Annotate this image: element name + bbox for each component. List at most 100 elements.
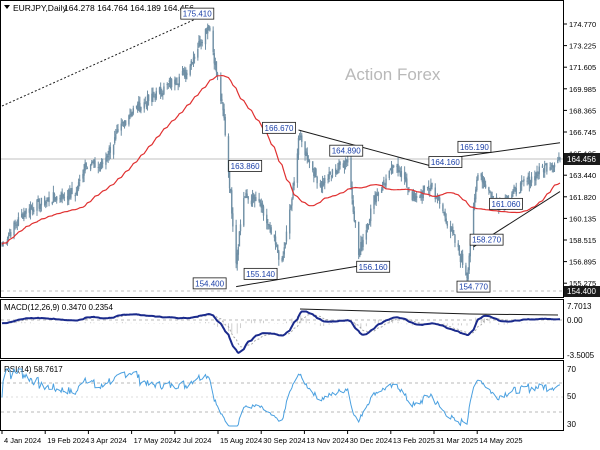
candle-body bbox=[38, 198, 40, 209]
candle-body bbox=[299, 135, 302, 138]
candle-body bbox=[552, 165, 555, 168]
candle-body bbox=[400, 171, 403, 178]
candle-body bbox=[277, 244, 279, 253]
candle-body bbox=[209, 27, 211, 31]
candle-body bbox=[39, 204, 41, 210]
candle-body bbox=[151, 93, 153, 102]
candle-body bbox=[17, 217, 20, 226]
candle-body bbox=[312, 161, 314, 171]
candle-body bbox=[174, 79, 176, 85]
candle-body bbox=[518, 192, 521, 194]
dropdown-triangle-icon[interactable] bbox=[4, 5, 10, 9]
candle-body bbox=[270, 227, 272, 235]
candle-body bbox=[472, 206, 475, 246]
trendline bbox=[0, 12, 209, 108]
candle-body bbox=[380, 189, 383, 193]
candle-body bbox=[376, 194, 378, 195]
candle-body bbox=[60, 197, 62, 201]
candle-body bbox=[338, 162, 340, 171]
candle-body bbox=[268, 224, 270, 226]
candle-body bbox=[85, 163, 87, 168]
candle-body bbox=[396, 165, 398, 167]
candle-body bbox=[559, 157, 561, 159]
candle-body bbox=[52, 192, 55, 203]
candle-body bbox=[28, 208, 31, 213]
candle-body bbox=[482, 180, 485, 184]
candle-body bbox=[275, 245, 278, 247]
candle-body bbox=[13, 222, 15, 236]
candle-body bbox=[274, 236, 277, 245]
candle-body bbox=[100, 161, 103, 169]
candle-body bbox=[368, 219, 371, 224]
annotation-label: 155.140 bbox=[246, 270, 275, 279]
candle-body bbox=[377, 192, 380, 196]
candle-body bbox=[237, 247, 240, 255]
candle-body bbox=[25, 208, 27, 214]
candle-body bbox=[267, 223, 269, 225]
rsi-pane-frame bbox=[0, 360, 564, 431]
candle-body bbox=[527, 175, 529, 179]
candle-body bbox=[199, 40, 201, 47]
candle-body bbox=[132, 108, 134, 114]
candle-body bbox=[78, 179, 81, 181]
candle-body bbox=[40, 197, 43, 206]
candle-body bbox=[153, 96, 155, 98]
candle-body bbox=[558, 158, 560, 160]
candle-body bbox=[329, 171, 331, 175]
candle-body bbox=[223, 108, 225, 119]
candle-body bbox=[491, 196, 493, 198]
candle-body bbox=[37, 199, 39, 201]
macd-tick-zero: 0.00 bbox=[567, 316, 583, 325]
candle-body bbox=[106, 156, 108, 158]
candle-body bbox=[281, 258, 283, 262]
candle-body bbox=[515, 187, 517, 195]
candle-body bbox=[186, 73, 188, 76]
candle-body bbox=[511, 194, 513, 200]
candle-body bbox=[168, 80, 171, 82]
candle-body bbox=[297, 137, 300, 155]
candle-body bbox=[84, 162, 86, 171]
candle-body bbox=[140, 107, 142, 111]
annotation-label: 158.270 bbox=[472, 236, 501, 245]
candle-body bbox=[189, 65, 191, 75]
candle-body bbox=[361, 241, 363, 248]
annotation-box bbox=[243, 267, 278, 280]
candle-body bbox=[331, 169, 334, 178]
candle-body bbox=[530, 176, 533, 183]
candle-body bbox=[83, 169, 85, 176]
candle-body bbox=[182, 69, 185, 72]
candle-body bbox=[109, 146, 112, 153]
candle-body bbox=[414, 196, 417, 200]
candle-body bbox=[443, 212, 445, 214]
annotation-label: 154.400 bbox=[195, 279, 224, 288]
macd-tick-bottom: -3.5005 bbox=[567, 351, 595, 360]
candle-body bbox=[251, 195, 254, 204]
candle-body bbox=[489, 191, 491, 193]
candle-body bbox=[314, 167, 316, 177]
candle-body bbox=[8, 233, 11, 234]
candle-body bbox=[337, 168, 339, 170]
candle-body bbox=[16, 224, 19, 226]
candle-body bbox=[436, 195, 439, 201]
candle-body bbox=[483, 179, 486, 185]
candle-body bbox=[322, 182, 325, 186]
candle-body bbox=[453, 233, 455, 235]
candle-body bbox=[469, 245, 471, 257]
time-tick-label: 3 Apr 2024 bbox=[90, 436, 126, 445]
macd-signal-line bbox=[1, 313, 560, 348]
candle-body bbox=[480, 173, 482, 177]
candle-body bbox=[529, 180, 532, 186]
candle-body bbox=[252, 194, 255, 199]
candle-body bbox=[261, 202, 264, 208]
candle-body bbox=[115, 134, 117, 139]
annotation-box bbox=[262, 121, 296, 134]
price-tick-label: 161.820 bbox=[569, 193, 596, 202]
candle-body bbox=[113, 137, 116, 144]
candle-body bbox=[144, 102, 147, 104]
candle-body bbox=[123, 120, 126, 124]
price-tick-label: 171.605 bbox=[569, 63, 596, 72]
candle-body bbox=[116, 130, 118, 134]
candle-body bbox=[245, 192, 247, 199]
candle-body bbox=[231, 190, 233, 214]
candle-body bbox=[415, 196, 418, 198]
